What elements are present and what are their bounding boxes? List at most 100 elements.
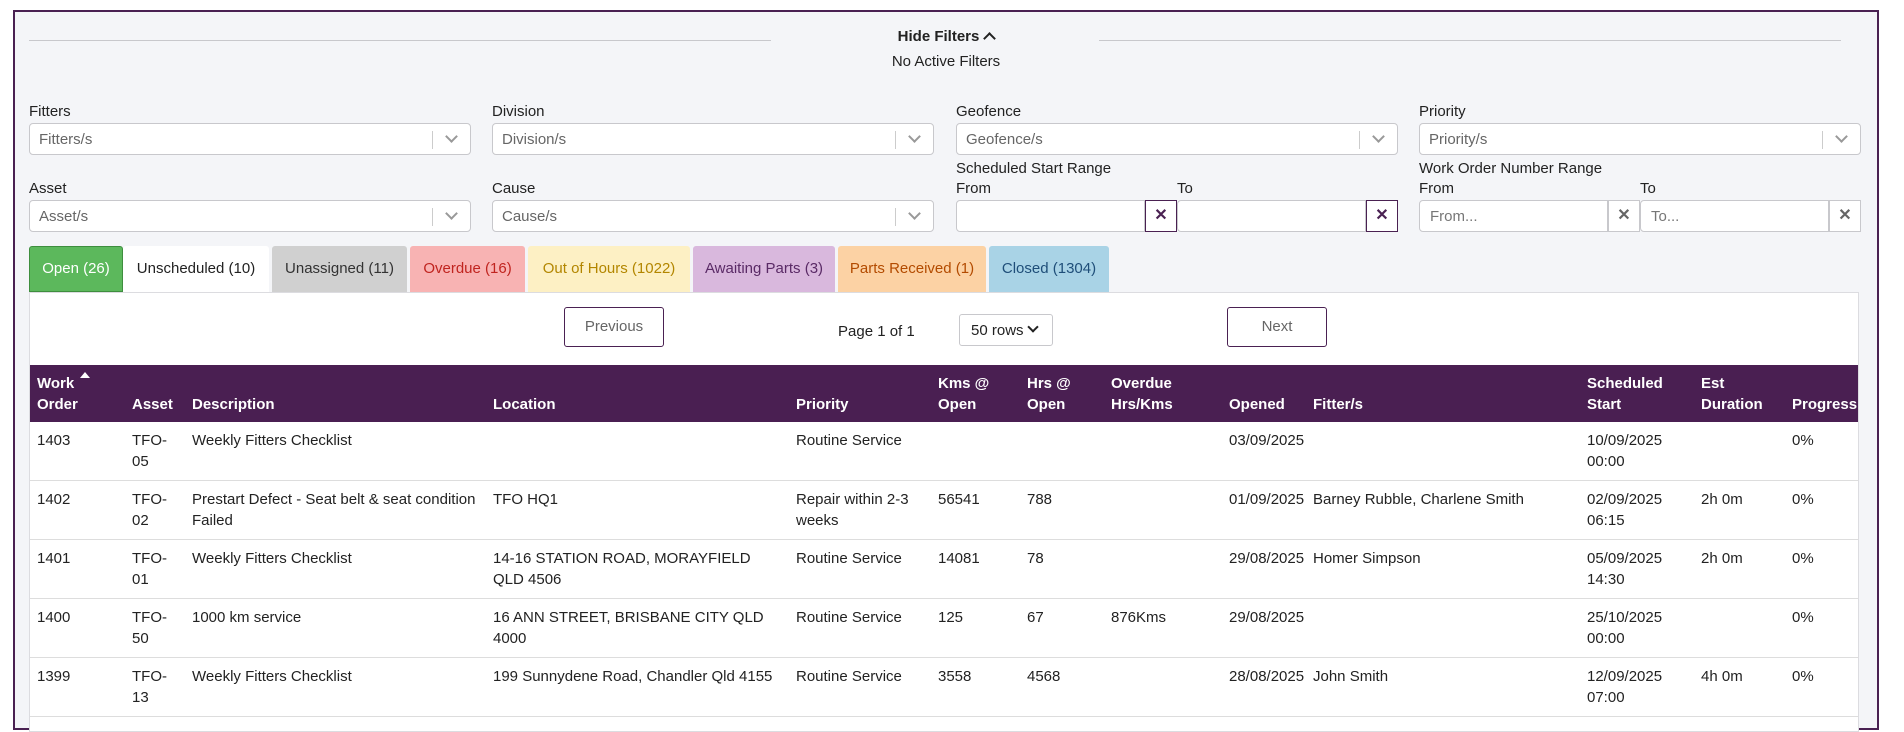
cell-work-order: 1403 (30, 422, 125, 481)
tab-parts-received[interactable]: Parts Received (1) (838, 246, 986, 292)
cell-kms-open: 3558 (931, 657, 1020, 717)
select-separator (895, 208, 896, 226)
tab-awaiting-parts[interactable]: Awaiting Parts (3) (693, 246, 835, 292)
cell-opened: 29/08/2025 (1222, 539, 1306, 599)
table-row[interactable]: 1401 TFO-01 Weekly Fitters Checklist 14-16 … (30, 539, 1858, 599)
cell-asset: TFO-50 (125, 598, 185, 658)
scheduled-to-input[interactable] (1177, 200, 1366, 232)
cell-overdue (1104, 657, 1222, 717)
select-separator (1359, 131, 1360, 149)
table-row[interactable]: 1399 TFO-13 Weekly Fitters Checklist 199 Su… (30, 657, 1858, 717)
table-row[interactable]: 1400 TFO-50 1000 km service 16 ANN STREET, … (30, 598, 1858, 658)
divider-right (1099, 40, 1841, 41)
sort-ascending-icon[interactable] (80, 372, 91, 378)
cell-kms-open (931, 422, 1020, 481)
tab-out-of-hours[interactable]: Out of Hours (1022) (528, 246, 690, 292)
cell-hrs-open: 788 (1020, 480, 1104, 540)
cell-scheduled-start: 02/09/2025 06:15 (1580, 480, 1694, 540)
col-location[interactable]: Location (486, 365, 789, 422)
next-button[interactable]: Next (1227, 307, 1327, 347)
cell-location: 14-16 STATION ROAD, MORAYFIELD QLD 4506 (486, 539, 789, 599)
tab-overdue[interactable]: Overdue (16) (410, 246, 525, 292)
col-progress[interactable]: Progress (1785, 365, 1858, 422)
col-est-duration[interactable]: Est Duration (1694, 365, 1785, 422)
col-work-order-line2: Order (37, 396, 78, 413)
scheduled-to-clear-button[interactable]: ✕ (1366, 200, 1398, 232)
cell-work-order: 1400 (30, 598, 125, 658)
cell-priority: Repair within 2-3 weeks (789, 480, 931, 540)
work-orders-table: Work Order Asset Description Location Pri… (30, 365, 1858, 717)
chevron-down-icon[interactable] (1835, 130, 1848, 143)
priority-select[interactable]: Priority/s (1419, 123, 1861, 155)
tab-closed[interactable]: Closed (1304) (989, 246, 1109, 292)
cell-est-duration: 4h 0m (1694, 657, 1785, 717)
rows-per-page-select[interactable]: 50 rows (959, 314, 1053, 346)
table-header-row: Work Order Asset Description Location Pri… (30, 365, 1858, 422)
table-row[interactable]: 1402 TFO-02 Prestart Defect - Seat belt & … (30, 480, 1858, 540)
select-separator (1822, 131, 1823, 149)
scheduled-to-label: To (1177, 180, 1193, 197)
wo-to-input[interactable]: To... (1640, 200, 1829, 232)
col-description[interactable]: Description (185, 365, 486, 422)
tab-open[interactable]: Open (26) (29, 246, 123, 292)
chevron-down-icon[interactable] (445, 207, 458, 220)
tab-unassigned[interactable]: Unassigned (11) (272, 246, 407, 292)
divider-left (29, 40, 771, 41)
division-select[interactable]: Division/s (492, 123, 934, 155)
asset-select[interactable]: Asset/s (29, 200, 471, 232)
fitters-select[interactable]: Fitters/s (29, 123, 471, 155)
cell-description: 1000 km service (185, 598, 486, 658)
col-asset[interactable]: Asset (125, 365, 185, 422)
cell-scheduled-start: 10/09/2025 00:00 (1580, 422, 1694, 481)
cell-hrs-open: 4568 (1020, 657, 1104, 717)
work-orders-panel: Hide Filters No Active Filters Fitters F… (13, 10, 1879, 732)
col-fitters[interactable]: Fitter/s (1306, 365, 1580, 422)
col-opened[interactable]: Opened (1222, 365, 1306, 422)
col-scheduled-line1: Scheduled (1587, 375, 1663, 392)
chevron-down-icon[interactable] (1372, 130, 1385, 143)
col-scheduled-start[interactable]: Scheduled Start (1580, 365, 1694, 422)
cell-progress: 0% (1785, 598, 1858, 658)
cell-work-order: 1399 (30, 657, 125, 717)
scheduled-from-input[interactable] (956, 200, 1145, 232)
cell-est-duration (1694, 598, 1785, 658)
scheduled-range-label: Scheduled Start Range (956, 160, 1112, 177)
asset-placeholder: Asset/s (39, 208, 89, 225)
cause-select[interactable]: Cause/s (492, 200, 934, 232)
col-hrs-open[interactable]: Hrs @ Open (1020, 365, 1104, 422)
hide-filters-toggle[interactable]: Hide Filters (15, 28, 1877, 45)
cell-overdue (1104, 539, 1222, 599)
previous-button[interactable]: Previous (564, 307, 664, 347)
filters-header: Hide Filters No Active Filters (15, 12, 1877, 82)
cell-fitters (1306, 422, 1580, 481)
col-hrs-open-line1: Hrs @ (1027, 375, 1071, 392)
cell-location: 16 ANN STREET, BRISBANE CITY QLD 4000 (486, 598, 789, 658)
cell-progress: 0% (1785, 480, 1858, 540)
wo-from-clear-button[interactable]: ✕ (1608, 200, 1640, 232)
scheduled-from-clear-button[interactable]: ✕ (1145, 200, 1177, 232)
cell-priority: Routine Service (789, 657, 931, 717)
tab-unscheduled[interactable]: Unscheduled (10) (123, 246, 269, 292)
col-priority[interactable]: Priority (789, 365, 931, 422)
chevron-down-icon[interactable] (908, 207, 921, 220)
hide-filters-label[interactable]: Hide Filters (897, 28, 980, 45)
cause-label: Cause (492, 180, 536, 197)
cell-fitters: Homer Simpson (1306, 539, 1580, 599)
cell-priority: Routine Service (789, 539, 931, 599)
table-row[interactable]: 1403 TFO-05 Weekly Fitters Checklist Routin… (30, 422, 1858, 481)
wo-from-input[interactable]: From... (1419, 200, 1608, 232)
cell-est-duration: 2h 0m (1694, 480, 1785, 540)
chevron-down-icon[interactable] (445, 130, 458, 143)
cell-description: Prestart Defect - Seat belt & seat condi… (185, 480, 486, 540)
geofence-select[interactable]: Geofence/s (956, 123, 1398, 155)
wo-to-clear-button[interactable]: ✕ (1829, 200, 1861, 232)
col-kms-open-line2: Open (938, 396, 977, 413)
chevron-down-icon[interactable] (908, 130, 921, 143)
chevron-up-icon (983, 32, 997, 45)
col-work-order[interactable]: Work Order (30, 365, 125, 422)
wo-to-label: To (1640, 180, 1656, 197)
col-kms-open[interactable]: Kms @ Open (931, 365, 1020, 422)
cell-priority: Routine Service (789, 422, 931, 481)
wo-from-placeholder: From... (1430, 208, 1478, 225)
col-overdue[interactable]: Overdue Hrs/Kms (1104, 365, 1222, 422)
